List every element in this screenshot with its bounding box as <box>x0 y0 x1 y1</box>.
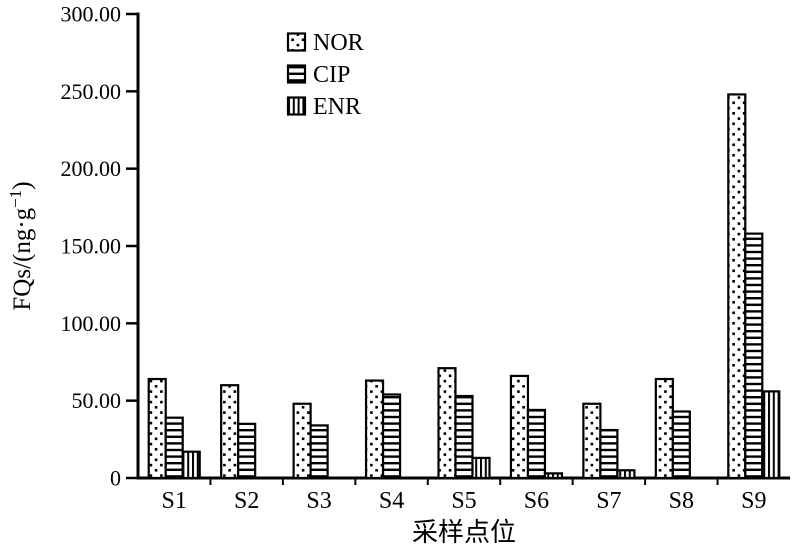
x-category-label: S8 <box>669 488 694 514</box>
bar-s9-nor <box>727 93 747 480</box>
x-category-label: S2 <box>234 488 259 514</box>
bar-s8-nor <box>654 377 674 480</box>
y-tick-label: 250.00 <box>61 79 122 104</box>
x-category-label: S6 <box>524 488 549 514</box>
y-axis-title: FQs/(ng·g−1) <box>6 181 36 310</box>
bar-s7-nor <box>582 402 602 480</box>
bar-s1-nor <box>147 377 167 480</box>
y-tick-label: 50.00 <box>72 388 122 413</box>
bar-s7-cip <box>599 428 619 480</box>
x-category-label: S3 <box>306 488 331 514</box>
bar-s1-cip <box>164 416 184 480</box>
y-tick-label: 300.00 <box>61 2 122 27</box>
legend-swatch-nor <box>286 32 307 52</box>
bar-s6-nor <box>509 374 530 480</box>
legend-label-enr: ENR <box>313 94 361 120</box>
bar-s8-cip <box>671 410 691 480</box>
x-category-label: S7 <box>596 488 621 514</box>
bar-s3-cip <box>309 424 329 480</box>
bar-s1-enr <box>181 450 201 480</box>
bar-s4-nor <box>364 379 385 480</box>
bar-s9-cip <box>744 232 764 480</box>
bar-s9-enr <box>761 390 781 480</box>
y-tick-label: 0 <box>110 466 121 491</box>
y-tick-label: 150.00 <box>61 234 122 259</box>
bar-s6-cip <box>526 408 547 480</box>
legend-swatch-enr <box>286 96 307 116</box>
legend: NOR CIP ENR <box>286 30 364 120</box>
bar-s5-nor <box>437 367 457 480</box>
bar-s6-enr <box>543 472 564 480</box>
bar-s2-nor <box>220 384 240 480</box>
bar-s5-cip <box>454 394 474 480</box>
y-tick-label: 200.00 <box>61 156 122 181</box>
x-axis-title: 采样点位 <box>412 518 516 547</box>
bar-s4-cip <box>381 393 402 480</box>
y-tick-label: 100.00 <box>61 311 122 336</box>
bar-s7-enr <box>616 469 636 480</box>
legend-label-nor: NOR <box>313 30 364 56</box>
x-category-label: S9 <box>741 488 766 514</box>
legend-label-cip: CIP <box>313 62 350 88</box>
bar-s2-cip <box>237 422 257 480</box>
bar-s5-enr <box>471 456 491 480</box>
legend-swatch-cip <box>286 64 307 84</box>
x-category-label: S5 <box>451 488 476 514</box>
x-category-label: S4 <box>379 488 404 514</box>
x-category-label: S1 <box>162 488 187 514</box>
bar-s3-nor <box>292 402 312 480</box>
